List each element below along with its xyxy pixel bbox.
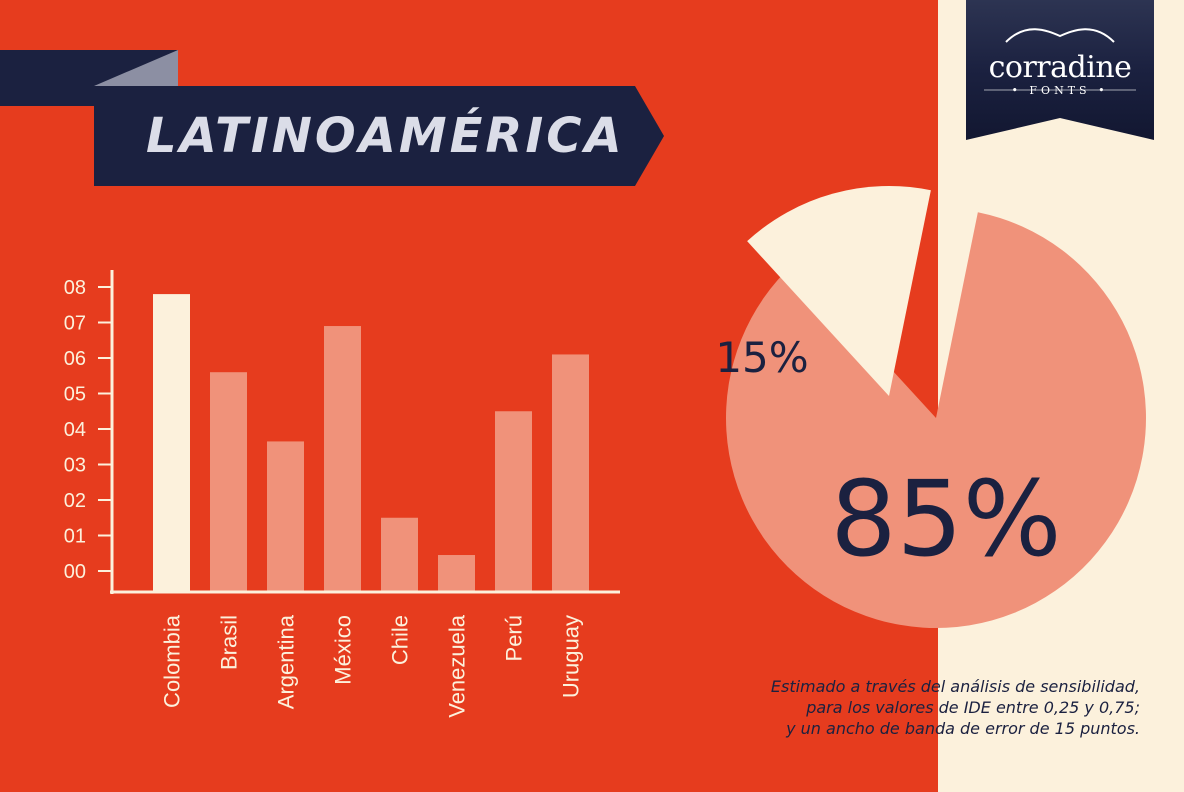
pie-label-15: 15% [715,333,808,382]
x-axis-labels: Colombia Brasil Argentina México Chile Venezu… [160,614,584,718]
y-tick-label: 01 [64,526,86,548]
bar-colombia [153,294,190,591]
page-title: LATINOAMÉRICA [146,108,625,164]
footnote: Estimado a través del análisis de sensib… [600,676,1140,739]
y-tick-label: 03 [64,455,86,477]
bar-perú [495,411,532,591]
pie-slice-15 [747,185,931,396]
bar-brasil [210,372,247,591]
logo-swash [1005,28,1115,43]
y-tick-label: 08 [64,277,86,299]
footnote-line: y un ancho de banda de error de 15 punto… [786,719,1140,738]
bar-méxico [324,326,361,591]
bar-chile [381,517,418,591]
title-ribbon [0,50,664,186]
x-tick-label: Perú [502,615,527,661]
footnote-line: para los valores de IDE entre 0,25 y 0,7… [806,698,1140,717]
x-tick-label: Venezuela [445,614,470,718]
bar-uruguay [552,354,589,591]
x-tick-label: México [331,615,356,685]
bar-argentina [267,441,304,591]
y-tick-label: 06 [64,348,86,370]
ribbon-fold [0,50,178,106]
x-tick-label: Colombia [160,614,185,708]
bar-chart: 00 01 02 03 04 05 06 07 08 Colombia Brasil Argenti… [64,270,620,718]
corradine-logo: corradine • FONTS • [966,0,1154,142]
y-tick-label: 00 [64,561,86,583]
bars [153,294,589,591]
logo-badge [966,0,1154,140]
x-tick-label: Chile [388,615,413,665]
y-tick-label: 02 [64,490,86,512]
pie-slices [726,185,1146,628]
pie-label-85: 85% [830,458,1061,580]
y-axis-ticks: 00 01 02 03 04 05 06 07 08 [64,277,112,583]
x-tick-label: Argentina [274,614,299,709]
pie-labels: 85% 15% [715,333,1061,580]
logo-subtitle: • FONTS • [1011,84,1109,97]
y-tick-label: 05 [64,384,86,406]
y-tick-label: 04 [64,419,86,441]
x-tick-label: Brasil [217,615,242,670]
x-tick-label: Uruguay [559,615,584,698]
ribbon-main [94,86,664,186]
ribbon-fold-shadow [94,50,178,86]
y-tick-label: 07 [64,313,86,335]
bar-venezuela [438,555,475,591]
logo-wordmark: corradine [988,50,1132,85]
footnote-line: Estimado a través del análisis de sensib… [770,677,1140,696]
